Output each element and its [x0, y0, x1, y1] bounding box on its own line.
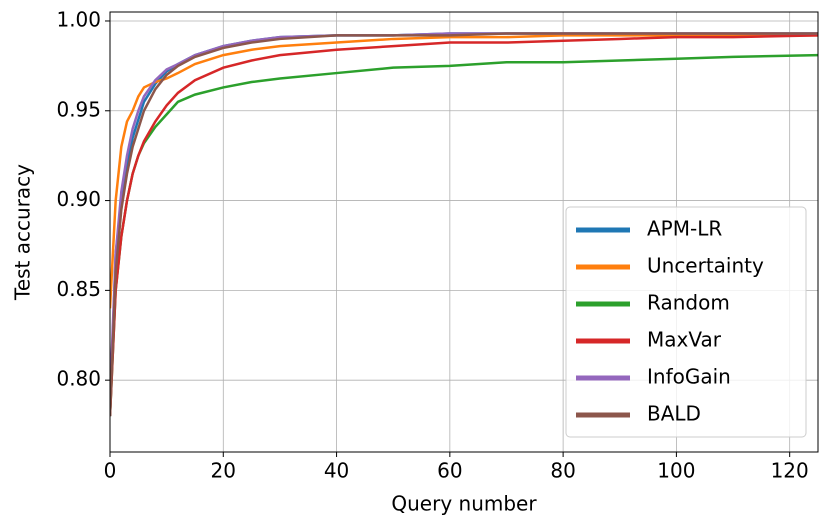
legend-label: Uncertainty	[647, 254, 764, 278]
legend: APM-LR Uncertainty Random MaxVar InfoGain BAL…	[565, 206, 807, 438]
legend-label: Random	[647, 291, 730, 315]
x-axis-label: Query number	[391, 492, 537, 516]
x-tick-label: 100	[657, 459, 695, 483]
x-tick-label: 120	[771, 459, 809, 483]
data-line	[110, 34, 818, 417]
x-tick-label: 60	[437, 459, 462, 483]
y-tick-label: 0.80	[56, 367, 101, 391]
legend-label: BALD	[647, 402, 701, 426]
y-tick-label: 0.85	[56, 277, 101, 301]
x-tick-label: 40	[324, 459, 349, 483]
data-line	[110, 32, 818, 417]
plot-frame	[109, 11, 819, 453]
legend-label: InfoGain	[647, 365, 731, 389]
x-tick-label: 80	[550, 459, 575, 483]
legend-label: MaxVar	[647, 328, 722, 352]
data-line	[110, 34, 818, 309]
legend-label: APM-LR	[647, 217, 722, 241]
y-tick-label: 0.95	[56, 97, 101, 121]
x-tick-label: 20	[211, 459, 236, 483]
y-tick-label: 0.90	[56, 187, 101, 211]
x-tick-label: 0	[104, 459, 117, 483]
y-axis-label: Test accuracy	[11, 164, 35, 301]
y-tick-label: 1.00	[56, 7, 101, 31]
